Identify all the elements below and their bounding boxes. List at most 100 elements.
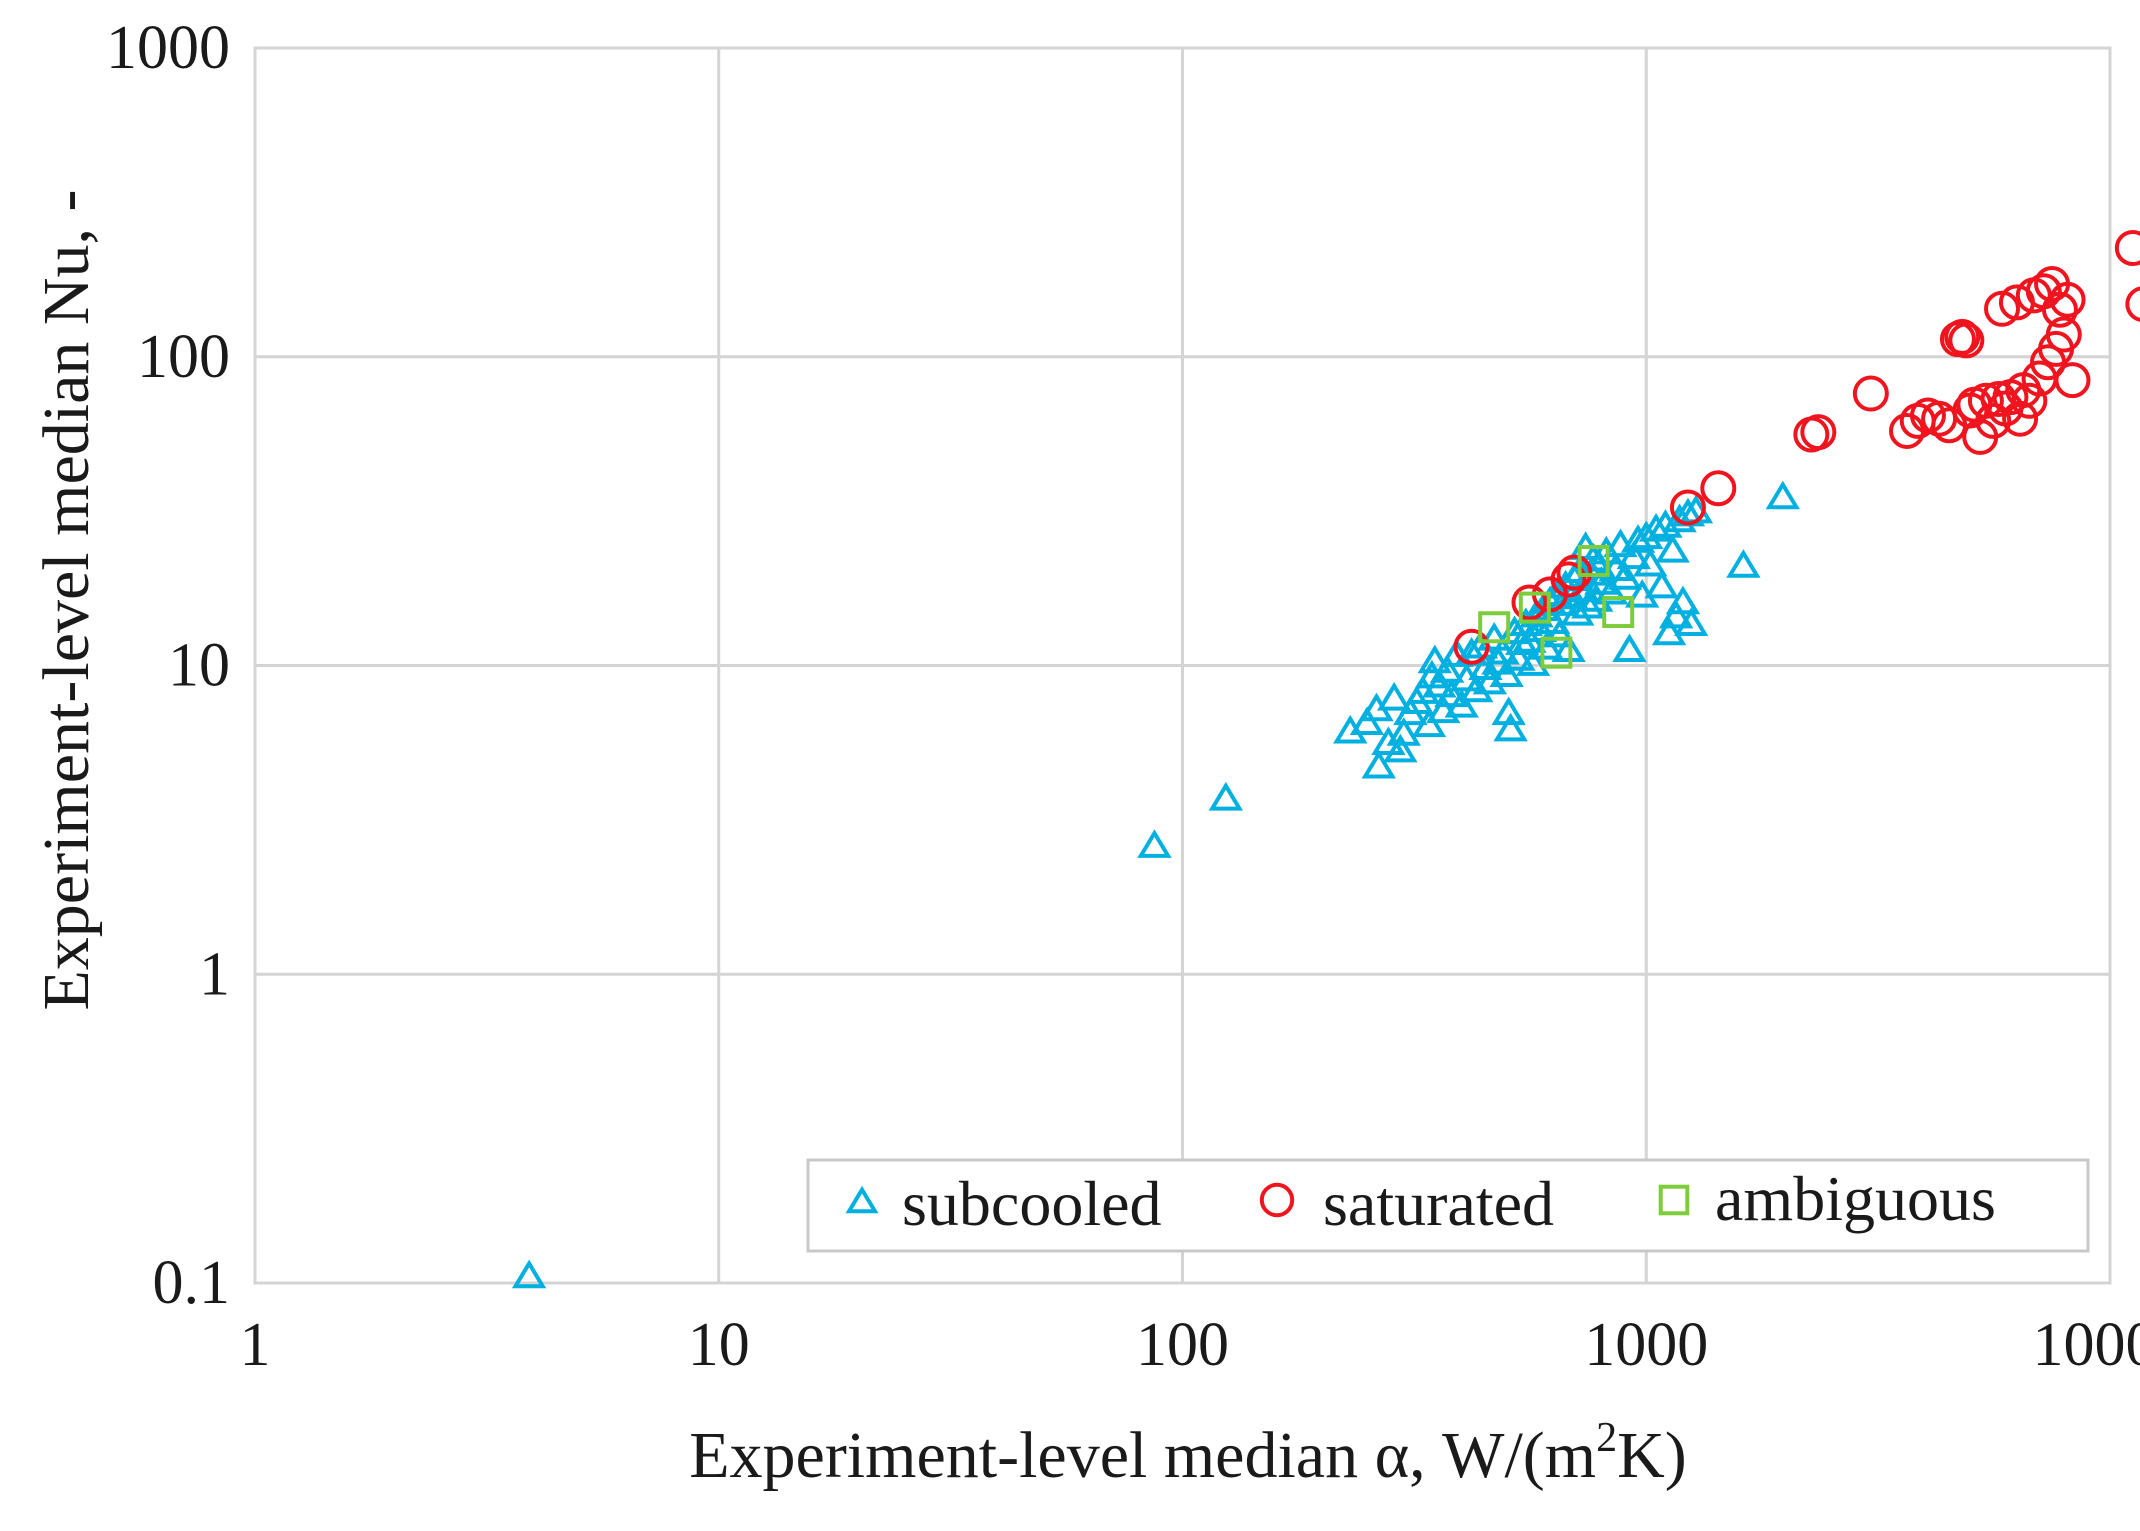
subcooled-point bbox=[1361, 749, 1396, 779]
subcooled-point bbox=[1137, 829, 1172, 858]
saturated-point bbox=[1944, 318, 1981, 355]
subcooled-point bbox=[1674, 607, 1709, 637]
x-tick-label: 10000 bbox=[2033, 1311, 2140, 1379]
subcooled-point bbox=[1429, 654, 1465, 683]
saturated-point bbox=[2125, 286, 2140, 322]
legend-marker-subcooled bbox=[845, 1185, 879, 1214]
legend: subcooled saturated ambiguous bbox=[806, 1158, 2090, 1253]
ambiguous-point bbox=[1478, 611, 1511, 644]
subcooled-point bbox=[1208, 781, 1244, 811]
subcooled-point bbox=[1665, 585, 1701, 615]
grid-layer bbox=[253, 46, 2112, 1285]
subcooled-point bbox=[1651, 616, 1687, 646]
subcooled-point bbox=[1376, 681, 1412, 711]
series-ambiguous bbox=[1478, 545, 1635, 669]
x-tick-label: 1000 bbox=[1584, 1311, 1708, 1379]
saturated-point bbox=[1800, 414, 1837, 451]
saturated-point bbox=[1669, 489, 1706, 526]
y-tick-label: 100 bbox=[137, 323, 230, 391]
subcooled-point bbox=[1422, 668, 1457, 698]
subcooled-point bbox=[1383, 733, 1418, 763]
saturated-point bbox=[1511, 584, 1548, 621]
subcooled-point bbox=[1371, 726, 1406, 755]
x-axis-title-end: K) bbox=[1617, 1419, 1687, 1492]
saturated-point bbox=[1453, 628, 1490, 665]
data-markers bbox=[511, 230, 2140, 1289]
subcooled-point bbox=[1515, 647, 1551, 676]
subcooled-point bbox=[1349, 706, 1385, 736]
saturated-point bbox=[2002, 400, 2039, 437]
saturated-point bbox=[2041, 291, 2078, 328]
subcooled-point bbox=[511, 1259, 547, 1289]
x-tick-label: 100 bbox=[1136, 1311, 1229, 1379]
legend-box bbox=[806, 1158, 2090, 1253]
x-axis-title-main: Experiment-level median α, W/(m bbox=[689, 1419, 1596, 1492]
series-saturated bbox=[1453, 230, 2140, 665]
y-tick-label: 10 bbox=[168, 632, 230, 700]
saturated-point bbox=[2049, 281, 2086, 318]
x-axis-title: Experiment-level median α, W/(m2K) bbox=[689, 1415, 1687, 1492]
subcooled-point bbox=[1655, 534, 1690, 563]
subcooled-point bbox=[1658, 599, 1694, 629]
y-tick-label: 1 bbox=[199, 940, 230, 1008]
legend-swatch-ambiguous bbox=[1658, 1184, 1690, 1216]
legend-marker-ambiguous bbox=[1658, 1184, 1690, 1216]
y-axis-title: Experiment-level median Nu, - bbox=[30, 189, 103, 1010]
saturated-point bbox=[1948, 322, 1985, 359]
subcooled-point bbox=[1571, 589, 1606, 619]
subcooled-point bbox=[1411, 708, 1447, 738]
subcooled-point bbox=[1633, 547, 1668, 577]
legend-label-ambiguous: ambiguous bbox=[1715, 1163, 1996, 1234]
saturated-point bbox=[1700, 470, 1737, 507]
subcooled-point bbox=[1560, 596, 1595, 626]
saturated-point bbox=[1550, 561, 1587, 598]
subcooled-point bbox=[1765, 480, 1800, 510]
saturated-point bbox=[1967, 382, 2004, 419]
ambiguous-point bbox=[1577, 545, 1610, 578]
subcooled-point bbox=[1726, 549, 1761, 578]
saturated-point bbox=[2045, 316, 2082, 353]
legend-label-saturated: saturated bbox=[1323, 1168, 1554, 1239]
legend-label-subcooled: subcooled bbox=[902, 1168, 1162, 1239]
subcooled-point bbox=[1386, 717, 1421, 746]
subcooled-point bbox=[1493, 712, 1528, 742]
subcooled-point bbox=[1612, 633, 1647, 663]
subcooled-point bbox=[1644, 569, 1679, 599]
saturated-point bbox=[1852, 375, 1889, 412]
subcooled-point bbox=[1607, 561, 1643, 590]
subcooled-point bbox=[1459, 673, 1494, 703]
subcooled-point bbox=[1545, 587, 1580, 616]
ambiguous-point bbox=[1518, 591, 1551, 624]
subcooled-point bbox=[1593, 575, 1629, 605]
y-tick-label: 0.1 bbox=[153, 1249, 231, 1317]
ambiguous-point bbox=[1540, 636, 1573, 669]
legend-swatch-saturated bbox=[1259, 1182, 1295, 1218]
subcooled-point bbox=[1434, 678, 1469, 708]
subcooled-point bbox=[1522, 613, 1558, 643]
saturated-point bbox=[1975, 402, 2012, 439]
ambiguous-point bbox=[1602, 596, 1635, 629]
subcooled-point bbox=[1477, 621, 1512, 651]
x-axis-title-superscript: 2 bbox=[1596, 1415, 1617, 1461]
legend-swatch-subcooled bbox=[845, 1185, 879, 1214]
saturated-point bbox=[2054, 362, 2091, 399]
subcooled-point bbox=[1662, 503, 1697, 533]
plot-frame bbox=[253, 46, 2112, 1285]
saturated-point bbox=[2011, 382, 2048, 419]
x-tick-label: 10 bbox=[688, 1311, 750, 1379]
subcooled-point bbox=[1616, 540, 1651, 570]
y-tick-label: 1000 bbox=[106, 14, 230, 82]
saturated-point bbox=[1556, 554, 1593, 591]
subcooled-point bbox=[1417, 644, 1452, 674]
x-tick-label: 1 bbox=[240, 1311, 271, 1379]
legend-marker-saturated bbox=[1259, 1182, 1295, 1218]
subcooled-point bbox=[1638, 512, 1674, 542]
subcooled-point bbox=[1444, 688, 1479, 718]
subcooled-point bbox=[1542, 618, 1577, 648]
subcooled-point bbox=[1501, 642, 1536, 671]
saturated-point bbox=[2114, 230, 2140, 267]
subcooled-point bbox=[1489, 658, 1524, 687]
